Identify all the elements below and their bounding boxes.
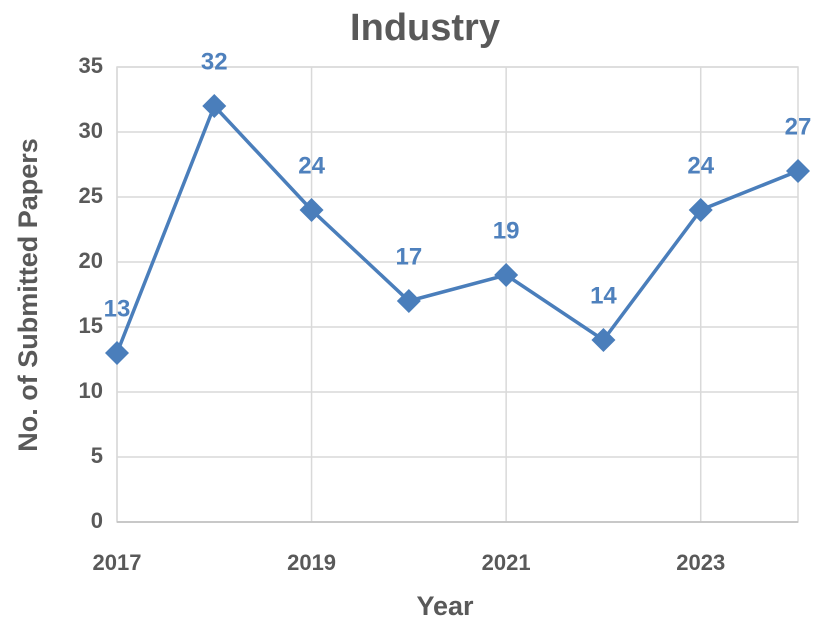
chart-title: Industry: [350, 7, 500, 49]
data-label: 27: [785, 113, 812, 140]
x-tick-label: 2017: [93, 550, 142, 575]
y-tick-label: 35: [79, 53, 103, 78]
data-marker: [396, 289, 421, 313]
data-label: 19: [493, 217, 520, 244]
data-marker: [105, 341, 129, 365]
data-marker: [688, 198, 713, 222]
y-tick-label: 10: [79, 378, 103, 403]
data-label: 32: [201, 48, 228, 75]
data-marker: [591, 328, 616, 352]
data-label: 24: [298, 152, 325, 179]
x-axis-label: Year: [416, 591, 474, 621]
data-label: 13: [104, 295, 131, 322]
data-label: 14: [590, 282, 617, 309]
x-tick-label: 2021: [482, 550, 531, 575]
plot-border: [116, 66, 799, 523]
x-tick-label: 2019: [287, 550, 336, 575]
y-tick-label: 5: [91, 443, 103, 468]
y-tick-label: 0: [91, 508, 103, 533]
data-marker: [786, 159, 810, 183]
data-label: 17: [396, 243, 423, 270]
y-axis-label: No. of Submitted Papers: [13, 138, 43, 452]
data-marker: [299, 198, 324, 222]
y-tick-label: 15: [79, 313, 103, 338]
y-tick-label: 20: [79, 248, 103, 273]
y-tick-label: 25: [79, 183, 103, 208]
data-label: 24: [687, 152, 714, 179]
data-marker: [202, 94, 227, 118]
data-marker: [494, 263, 519, 287]
x-tick-label: 2023: [676, 550, 725, 575]
data-line: [115, 102, 799, 354]
y-tick-label: 30: [79, 118, 103, 143]
